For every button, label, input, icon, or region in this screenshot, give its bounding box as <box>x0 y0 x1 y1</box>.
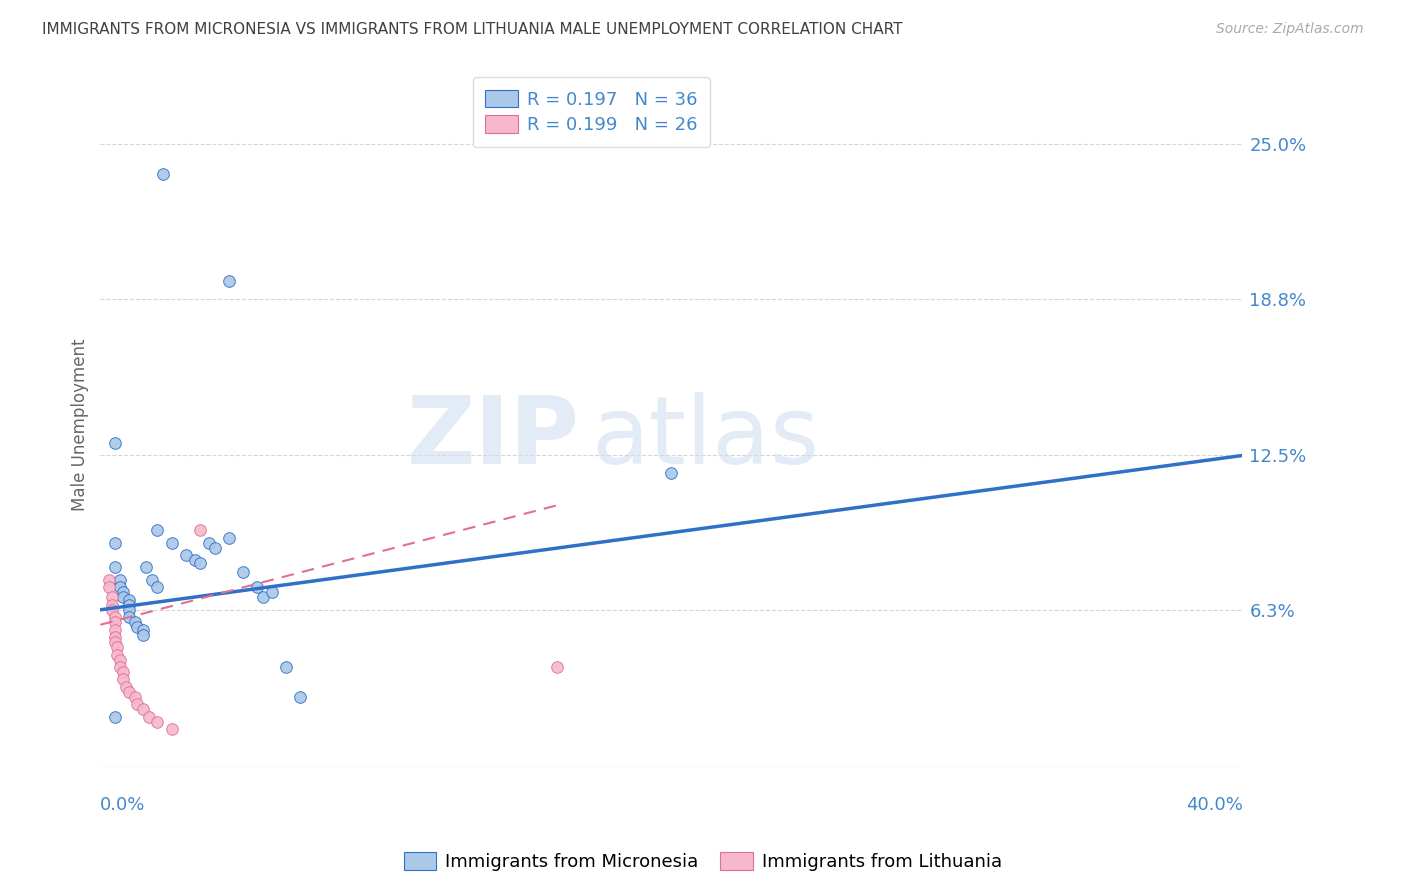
Point <box>112 665 135 679</box>
Point <box>107 648 129 662</box>
Point <box>104 623 127 637</box>
Text: 0.0%: 0.0% <box>100 797 146 814</box>
Point <box>110 652 132 666</box>
Point <box>132 702 155 716</box>
Point <box>274 660 297 674</box>
Point <box>118 598 141 612</box>
Point <box>218 274 240 288</box>
Point <box>152 167 174 181</box>
Point <box>135 560 157 574</box>
Point <box>97 573 120 587</box>
Point <box>160 723 183 737</box>
Point <box>252 591 274 605</box>
Text: Source: ZipAtlas.com: Source: ZipAtlas.com <box>1216 22 1364 37</box>
Point <box>160 535 183 549</box>
Point <box>132 623 155 637</box>
Point <box>198 535 221 549</box>
Point <box>110 660 132 674</box>
Point <box>246 581 269 595</box>
Point <box>546 660 568 674</box>
Point <box>107 640 129 654</box>
Point <box>104 630 127 644</box>
Point <box>118 603 141 617</box>
Point <box>100 591 122 605</box>
Point <box>127 698 149 712</box>
Point <box>260 585 283 599</box>
Point <box>118 610 141 624</box>
Point <box>104 635 127 649</box>
Point <box>204 541 226 555</box>
Point <box>127 620 149 634</box>
Point <box>232 566 254 580</box>
Point <box>104 535 127 549</box>
Point <box>124 690 146 704</box>
Point <box>290 690 312 704</box>
Point <box>104 615 127 630</box>
Point <box>100 598 122 612</box>
Point <box>124 615 146 630</box>
Legend: Immigrants from Micronesia, Immigrants from Lithuania: Immigrants from Micronesia, Immigrants f… <box>396 846 1010 879</box>
Y-axis label: Male Unemployment: Male Unemployment <box>72 338 89 510</box>
Point <box>112 585 135 599</box>
Point <box>138 710 160 724</box>
Point <box>104 610 127 624</box>
Text: ZIP: ZIP <box>408 392 581 484</box>
Point <box>141 573 163 587</box>
Text: 40.0%: 40.0% <box>1185 797 1243 814</box>
Point <box>97 581 120 595</box>
Point <box>112 673 135 687</box>
Point <box>218 531 240 545</box>
Point <box>104 710 127 724</box>
Point <box>118 592 141 607</box>
Point <box>146 714 169 729</box>
Point <box>110 581 132 595</box>
Point <box>132 628 155 642</box>
Point <box>183 553 205 567</box>
Point <box>104 436 127 450</box>
Point <box>104 560 127 574</box>
Point <box>100 603 122 617</box>
Point <box>110 573 132 587</box>
Text: IMMIGRANTS FROM MICRONESIA VS IMMIGRANTS FROM LITHUANIA MALE UNEMPLOYMENT CORREL: IMMIGRANTS FROM MICRONESIA VS IMMIGRANTS… <box>42 22 903 37</box>
Point <box>115 680 138 694</box>
Point <box>118 685 141 699</box>
Point <box>112 591 135 605</box>
Point <box>661 466 683 480</box>
Point <box>188 556 211 570</box>
Legend: R = 0.197   N = 36, R = 0.199   N = 26: R = 0.197 N = 36, R = 0.199 N = 26 <box>472 78 710 146</box>
Point <box>146 523 169 537</box>
Point <box>188 523 211 537</box>
Text: atlas: atlas <box>592 392 820 484</box>
Point <box>146 581 169 595</box>
Point <box>174 548 197 562</box>
